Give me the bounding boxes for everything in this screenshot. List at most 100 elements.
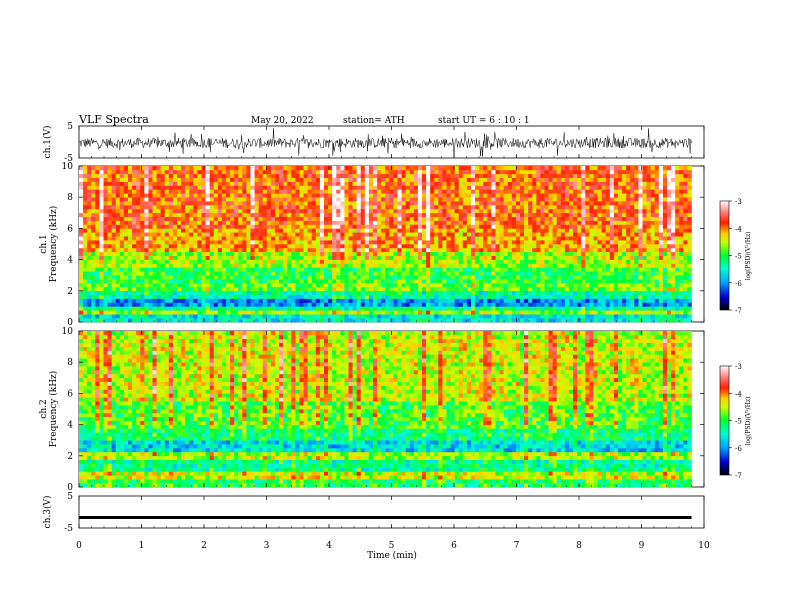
ch1-spectrogram-cell — [348, 294, 353, 299]
ch1-spectrogram-cell — [172, 181, 178, 186]
ch1-spectrogram-cell — [201, 247, 206, 253]
ch1-spectrogram-cell — [83, 228, 88, 233]
ch1-spectrogram-cell — [148, 177, 153, 182]
ch1-spectrogram-cell — [299, 197, 304, 202]
ch1-spectrogram-cell — [520, 314, 525, 319]
ch1-spectrogram-cell — [368, 201, 374, 206]
ch1-spectrogram-cell — [128, 259, 133, 264]
ch1-spectrogram-cell — [515, 298, 521, 303]
ch1-spectrogram-cell — [213, 271, 219, 276]
ch1-spectrogram-cell — [324, 251, 329, 256]
ch1-spectrogram-cell — [511, 298, 517, 303]
ch1-spectrogram-cell — [168, 169, 174, 175]
ch1-spectrogram-cell — [99, 279, 104, 284]
ch1-spectrogram-cell — [544, 302, 549, 307]
ch1-spectrogram-cell — [156, 197, 161, 202]
ch1-spectrogram-cell — [458, 185, 464, 190]
ch1-spectrogram-cell — [405, 169, 411, 175]
ch1-spectrogram-cell — [197, 294, 202, 299]
ch1-spectrogram-cell — [577, 185, 582, 190]
ch1-spectrogram-cell — [324, 271, 329, 276]
ch1-spectrogram-cell — [430, 310, 435, 315]
ch1-spectrogram-cell — [397, 255, 402, 260]
ch1-spectrogram-cell — [491, 201, 496, 206]
ch1-spectrogram-cell — [348, 290, 353, 295]
ch1-spectrogram-cell — [140, 224, 145, 229]
ch1-spectrogram-cell — [291, 263, 296, 268]
ch1-spectrogram-cell — [324, 173, 329, 178]
ch1-spectrogram-cell — [479, 244, 484, 249]
ch1-spectrogram-cell — [136, 166, 141, 171]
ch1-spectrogram-cell — [148, 181, 153, 186]
ch1-spectrogram-cell — [91, 166, 96, 171]
ch1-spectrogram-cell — [405, 286, 411, 292]
ch1-spectrogram-cell — [283, 263, 288, 268]
ch1-spectrogram-cell — [291, 286, 296, 292]
ch1-spectrogram-cell — [471, 166, 476, 171]
ch1-spectrogram-cell — [168, 251, 174, 256]
ch1-spectrogram-cell — [213, 310, 219, 315]
ch1-spectrogram-cell — [332, 302, 337, 307]
ch1-spectrogram-cell — [438, 236, 443, 241]
ch1-spectrogram-cell — [213, 275, 219, 280]
ch1-spectrogram-cell — [495, 166, 500, 171]
ch1-spectrogram-cell — [417, 251, 423, 256]
ch1-spectrogram-cell — [503, 286, 509, 292]
ch1-spectrogram-cell — [340, 169, 345, 175]
ch1-spectrogram-cell — [520, 259, 525, 264]
ch1-spectrogram-cell — [107, 197, 112, 202]
ch1-spectrogram-cell — [148, 306, 153, 311]
ch1-spectrogram-cell — [573, 181, 578, 186]
ch1-spectrogram-cell — [83, 318, 88, 323]
ch1-spectrogram-cell — [393, 294, 398, 299]
ch1-spectrogram-cell — [291, 267, 296, 272]
ch1-spectrogram-cell — [254, 197, 259, 202]
ch1-spectrogram-cell — [540, 228, 545, 233]
ch1-spectrogram-cell — [466, 220, 472, 225]
ch1-spectrogram-cell — [524, 318, 529, 323]
ch1-spectrogram-cell — [450, 169, 455, 175]
ch1-spectrogram-cell — [450, 189, 455, 194]
ch1-spectrogram-cell — [238, 255, 243, 260]
ch1-spectrogram-cell — [499, 212, 504, 217]
ch1-spectrogram-cell — [319, 290, 325, 295]
ch1-spectrogram-cell — [213, 205, 219, 210]
ch1-spectrogram-cell — [217, 212, 223, 217]
ch1-spectrogram-cell — [466, 263, 472, 268]
ch1-spectrogram-cell — [413, 271, 419, 276]
ch1-spectrogram-cell — [262, 267, 268, 272]
ch1-spectrogram-cell — [491, 220, 496, 225]
ch1-spectrogram-cell — [344, 318, 349, 323]
ch1-spectrogram-cell — [148, 220, 153, 225]
ch1-spectrogram-cell — [95, 240, 100, 245]
ch1-spectrogram-cell — [536, 216, 541, 221]
ch1-spectrogram-cell — [417, 201, 423, 206]
ch1-spectrogram-cell — [172, 275, 178, 280]
ch1-spectrogram-cell — [515, 166, 521, 171]
ch1-spectrogram-cell — [156, 208, 161, 214]
ch1-spectrogram-cell — [581, 201, 586, 206]
ch1-spectrogram-cell — [234, 244, 239, 249]
ch1-spectrogram-cell — [230, 236, 235, 241]
ch1-spectrogram-cell — [556, 177, 562, 182]
ch1-spectrogram-cell — [495, 224, 500, 229]
ch1-spectrogram-cell — [540, 294, 545, 299]
ch1-spectrogram-cell — [217, 263, 223, 268]
ch1-spectrogram-cell — [148, 302, 153, 307]
ch1-spectrogram-cell — [217, 255, 223, 260]
ch1-spectrogram-cell — [152, 275, 157, 280]
ch1-spectrogram-cell — [520, 205, 525, 210]
ch1-spectrogram-cell — [544, 267, 549, 272]
ch1-spectrogram-cell — [532, 212, 537, 217]
ch1-spectrogram-cell — [413, 283, 419, 288]
ch1-spectrogram-cell — [438, 279, 443, 284]
ch1-spectrogram-cell — [569, 314, 574, 319]
ch1-spectrogram-cell — [107, 244, 112, 249]
ch1-spectrogram-cell — [87, 197, 92, 202]
ch1-spectrogram-cell — [356, 166, 362, 171]
ch1-spectrogram-cell — [279, 306, 284, 311]
ch1-spectrogram-cell — [385, 236, 390, 241]
ch1-spectrogram-cell — [475, 267, 480, 272]
ch1-spectrogram-cell — [503, 247, 509, 253]
ch1-spectrogram-cell — [511, 216, 517, 221]
